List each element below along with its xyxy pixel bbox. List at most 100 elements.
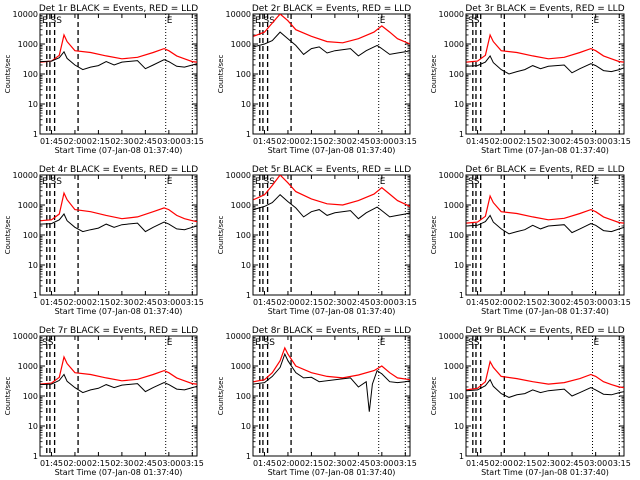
y-tick-label: 100: [449, 231, 464, 240]
y-tick-label: 10: [454, 422, 464, 431]
y-tick-label: 100: [23, 231, 38, 240]
end-letter: E: [380, 16, 386, 26]
y-tick-label: 100: [236, 70, 251, 79]
y-tick-label: 1000: [18, 362, 38, 371]
plot-frame: [465, 335, 625, 457]
y-tick-label: 1: [33, 452, 38, 461]
panel-7: Det 7r BLACK = Events, RED = LLD 1 10 100 10…: [4, 326, 204, 477]
panel-title: Det 2r BLACK = Events, RED = LLD: [252, 4, 411, 14]
x-axis-label: Start Time (07-Jan-08 01:37:40): [268, 468, 396, 477]
y-tick-label: 1: [246, 130, 251, 139]
flare-letters: SS: [468, 177, 480, 187]
x-tick-label: 02:15: [300, 137, 323, 146]
y-tick-label: 1: [459, 452, 464, 461]
x-tick-label: 03:15: [394, 459, 417, 468]
y-tick-label: 1: [33, 291, 38, 300]
lld-series-line: [466, 359, 624, 391]
y-axis-label: Counts/sec: [217, 377, 225, 416]
y-tick-label: 10: [241, 422, 251, 431]
panel-6: Det 6r BLACK = Events, RED = LLD 1 10 100 10…: [430, 165, 631, 316]
events-series-line: [40, 213, 197, 233]
y-tick-label: 1000: [231, 201, 251, 210]
x-tick-label: 03:00: [157, 137, 180, 146]
x-tick-label: 02:45: [561, 459, 584, 468]
panel-title: Det 6r BLACK = Events, RED = LLD: [465, 165, 624, 175]
y-tick-label: 100: [449, 70, 464, 79]
x-tick-label: 02:30: [110, 298, 133, 307]
events-series-line: [40, 373, 197, 394]
y-tick-label: 10000: [13, 332, 38, 341]
panel-3: Det 3r BLACK = Events, RED = LLD 1 10 100 10…: [430, 4, 631, 155]
y-axis-label: Counts/sec: [217, 55, 225, 94]
x-tick-label: 01:45: [253, 137, 276, 146]
y-axis-label: Counts/sec: [430, 55, 438, 94]
x-tick-label: 01:45: [466, 137, 489, 146]
x-tick-label: 02:30: [537, 298, 560, 307]
y-axis-label: Counts/sec: [4, 55, 12, 94]
panel-2: Det 2r BLACK = Events, RED = LLD 1 10 100 10…: [217, 4, 417, 155]
y-tick-label: 1000: [18, 201, 38, 210]
lld-series-line: [466, 33, 624, 63]
x-tick-label: 03:00: [584, 298, 607, 307]
y-tick-label: 1: [459, 291, 464, 300]
panel-title: Det 1r BLACK = Events, RED = LLD: [39, 4, 198, 14]
x-tick-label: 02:00: [276, 137, 299, 146]
y-axis-label: Counts/sec: [217, 216, 225, 255]
x-tick-label: 02:45: [561, 137, 584, 146]
x-tick-label: 03:15: [608, 459, 631, 468]
x-tick-label: 01:45: [40, 298, 63, 307]
y-tick-label: 10000: [439, 10, 464, 19]
lld-series-line: [40, 191, 197, 223]
y-axis-label: Counts/sec: [430, 216, 438, 255]
x-tick-label: 01:45: [253, 298, 276, 307]
x-tick-label: 02:30: [323, 459, 346, 468]
x-tick-label: 01:45: [466, 298, 489, 307]
y-tick-label: 1000: [231, 40, 251, 49]
y-tick-label: 1: [33, 130, 38, 139]
y-tick-label: 10: [28, 422, 38, 431]
x-tick-label: 02:30: [110, 137, 133, 146]
panel-title: Det 4r BLACK = Events, RED = LLD: [39, 165, 198, 175]
x-tick-label: 01:45: [40, 137, 63, 146]
x-tick-label: 02:45: [134, 137, 157, 146]
y-tick-label: 10000: [226, 332, 251, 341]
x-tick-label: 02:45: [134, 298, 157, 307]
x-tick-label: 01:45: [40, 459, 63, 468]
panel-8: Det 8r BLACK = Events, RED = LLD 1 10 100 10…: [217, 326, 417, 477]
y-axis-label: Counts/sec: [4, 377, 12, 416]
flare-letters: SS: [468, 16, 480, 26]
flare-letters: E SS: [42, 177, 62, 187]
panel-4: Det 4r BLACK = Events, RED = LLD 1 10 100 10…: [4, 165, 204, 316]
end-letter: E: [380, 177, 386, 187]
x-tick-label: 02:15: [513, 298, 536, 307]
panel-5: Det 5r BLACK = Events, RED = LLD 1 10 100 10…: [217, 165, 417, 316]
lld-series-line: [466, 194, 624, 224]
x-tick-label: 02:00: [63, 298, 86, 307]
x-tick-label: 02:30: [537, 137, 560, 146]
x-tick-label: 02:00: [63, 459, 86, 468]
flare-letters: E SS: [255, 338, 275, 348]
y-tick-label: 10: [241, 100, 251, 109]
plot-frame: [39, 335, 198, 457]
x-axis-label: Start Time (07-Jan-08 01:37:40): [268, 146, 396, 155]
events-series-line: [466, 214, 624, 235]
y-tick-label: 1: [246, 452, 251, 461]
lld-series-line: [253, 346, 410, 383]
x-tick-label: 02:15: [87, 137, 110, 146]
x-tick-label: 03:15: [608, 137, 631, 146]
plot-frame: [252, 174, 411, 296]
x-tick-label: 03:15: [394, 137, 417, 146]
y-tick-label: 1: [459, 130, 464, 139]
flare-letters: E SS: [255, 177, 275, 187]
x-tick-label: 03:00: [370, 137, 393, 146]
panel-1: Det 1r BLACK = Events, RED = LLD 1 10 100 10…: [4, 4, 204, 155]
y-tick-label: 10000: [439, 332, 464, 341]
x-tick-label: 03:00: [584, 459, 607, 468]
y-tick-label: 1000: [444, 40, 464, 49]
x-tick-label: 02:00: [490, 459, 513, 468]
x-tick-label: 01:45: [253, 459, 276, 468]
y-tick-label: 10000: [226, 171, 251, 180]
y-tick-label: 100: [23, 392, 38, 401]
x-tick-label: 02:45: [561, 298, 584, 307]
x-tick-label: 02:00: [276, 459, 299, 468]
